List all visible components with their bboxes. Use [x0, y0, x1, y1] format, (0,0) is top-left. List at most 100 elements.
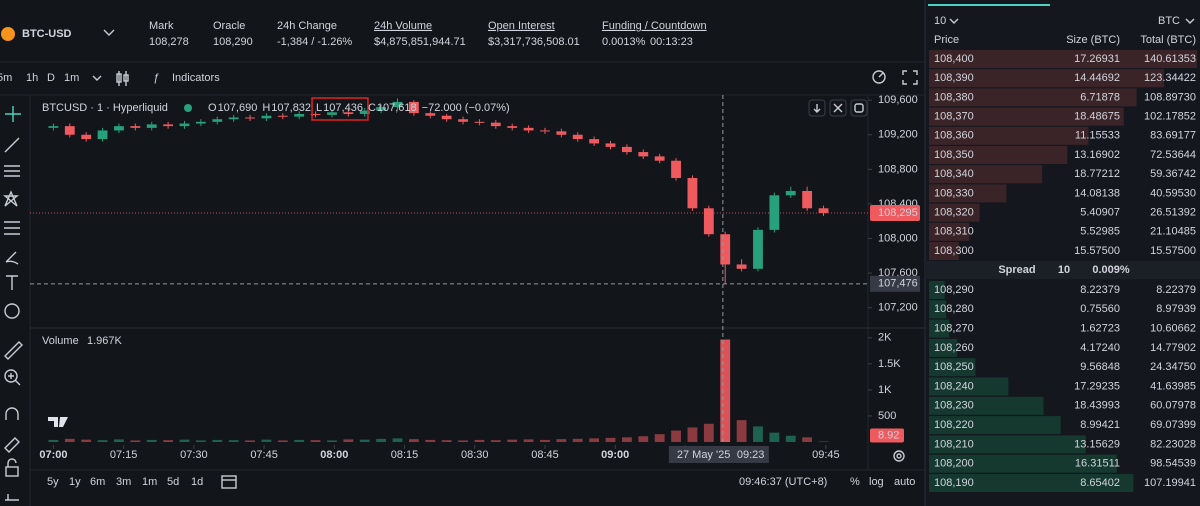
volume-bar	[671, 430, 681, 442]
candle-body	[359, 110, 370, 115]
spread-row	[925, 261, 1200, 279]
candle-body	[261, 115, 272, 119]
price: 108,400	[934, 53, 974, 65]
goto-date-icon[interactable]	[221, 475, 237, 489]
x-tick-label: 08:00	[320, 449, 348, 461]
unit-dropdown[interactable]	[1185, 18, 1195, 24]
candle-body	[408, 101, 419, 114]
candle-body	[376, 107, 387, 111]
indicators-icon[interactable]: ƒ	[153, 72, 159, 84]
candle-body	[425, 113, 436, 116]
candle-body	[474, 121, 485, 123]
legend-value: 107,690	[218, 102, 258, 114]
candle-body	[720, 234, 731, 265]
range-button[interactable]: 1m	[142, 476, 157, 488]
depth-bar	[929, 88, 1137, 107]
depth-bar	[929, 300, 947, 319]
depth-bar	[929, 358, 976, 377]
candle-body	[736, 264, 747, 269]
scale-option[interactable]: log	[869, 476, 884, 488]
x-tick-label: 07:45	[250, 449, 278, 461]
depth-select[interactable]: 10	[934, 15, 946, 27]
candle-body	[277, 115, 288, 117]
depth-bar	[929, 338, 958, 357]
size: 14.44692	[1074, 72, 1120, 84]
volume-bar	[376, 438, 387, 442]
candle-type-icon[interactable]	[116, 71, 129, 86]
spread-label: Spread	[998, 264, 1035, 276]
volume-tick-label: 500	[878, 410, 896, 422]
volume-bar	[802, 437, 813, 442]
depth-bar	[929, 377, 1009, 396]
interval-button[interactable]: 1h	[26, 72, 38, 84]
candle-body	[703, 208, 714, 235]
range-button[interactable]: 5d	[167, 476, 179, 488]
candle-body	[310, 114, 321, 116]
volume-tick-label: 1K	[878, 384, 892, 396]
volume-bar	[720, 339, 731, 442]
volume-bar	[769, 432, 780, 442]
size: 0.75560	[1080, 303, 1120, 315]
candle-body	[638, 152, 649, 157]
volume-bar	[48, 439, 59, 442]
crosshair-date: 27 May '25	[677, 449, 730, 461]
total: 14.77902	[1150, 342, 1196, 354]
settings-icon[interactable]	[893, 450, 905, 462]
range-button[interactable]: 1d	[191, 476, 203, 488]
total: 8.22379	[1156, 284, 1196, 296]
x-tick-label: 08:45	[531, 449, 559, 461]
volume-bar	[638, 436, 649, 442]
x-tick-label: 09:00	[601, 449, 629, 461]
crosshair-time-box	[668, 446, 769, 463]
drawing-tools[interactable]	[3, 106, 23, 501]
volume-bar	[81, 439, 92, 442]
tradingview-logo	[48, 417, 68, 427]
volume-bar	[359, 439, 370, 442]
candle-body	[327, 112, 337, 115]
pane-buttons[interactable]	[808, 99, 868, 117]
candle-body	[572, 134, 583, 140]
stat-value: -1,384 / -1.26%	[277, 36, 352, 48]
size: 18.43993	[1074, 400, 1120, 412]
size: 15.57500	[1074, 245, 1120, 257]
stat-label: Oracle	[213, 20, 245, 32]
depth-dropdown[interactable]	[949, 18, 959, 24]
replay-icon[interactable]	[872, 70, 886, 84]
size: 8.65402	[1080, 477, 1120, 489]
total: 108.89730	[1144, 91, 1196, 103]
last-price-label: 108,295	[878, 207, 918, 219]
range-button[interactable]: 6m	[90, 476, 105, 488]
volume-bar	[753, 426, 763, 442]
depth-bar	[929, 281, 945, 299]
depth-bar	[929, 242, 959, 260]
interval-button[interactable]: 5m	[0, 72, 12, 84]
candle-body	[228, 117, 239, 120]
scale-option[interactable]: %	[850, 476, 860, 488]
unit-select[interactable]: BTC	[1158, 15, 1180, 27]
total: 107.19941	[1144, 477, 1196, 489]
scale-option[interactable]: auto	[894, 476, 915, 488]
candle-body	[245, 117, 255, 119]
indicators-button[interactable]: Indicators	[172, 72, 220, 84]
volume-bar	[343, 439, 354, 442]
candle-body	[589, 139, 600, 144]
interval-button[interactable]: 1m	[64, 72, 79, 84]
range-button[interactable]: 5y	[47, 476, 59, 488]
range-button[interactable]: 3m	[116, 476, 131, 488]
stat-label: 24h Volume	[374, 20, 432, 32]
interval-button[interactable]: D	[47, 72, 55, 84]
total: 69.07399	[1150, 419, 1196, 431]
interval-dropdown[interactable]	[92, 75, 102, 81]
column-header: Size (BTC)	[1066, 34, 1120, 46]
range-button[interactable]: 1y	[69, 476, 81, 488]
fullscreen-icon[interactable]	[902, 70, 918, 85]
total: 72.53644	[1150, 149, 1196, 161]
symbol-dropdown[interactable]	[103, 29, 115, 36]
candle-body	[671, 160, 681, 179]
size: 4.17240	[1080, 342, 1120, 354]
volume-bar	[64, 438, 75, 442]
candle-body	[163, 124, 174, 127]
volume-bar	[654, 434, 665, 442]
candle-body	[64, 126, 75, 135]
size: 1.62723	[1080, 323, 1120, 335]
